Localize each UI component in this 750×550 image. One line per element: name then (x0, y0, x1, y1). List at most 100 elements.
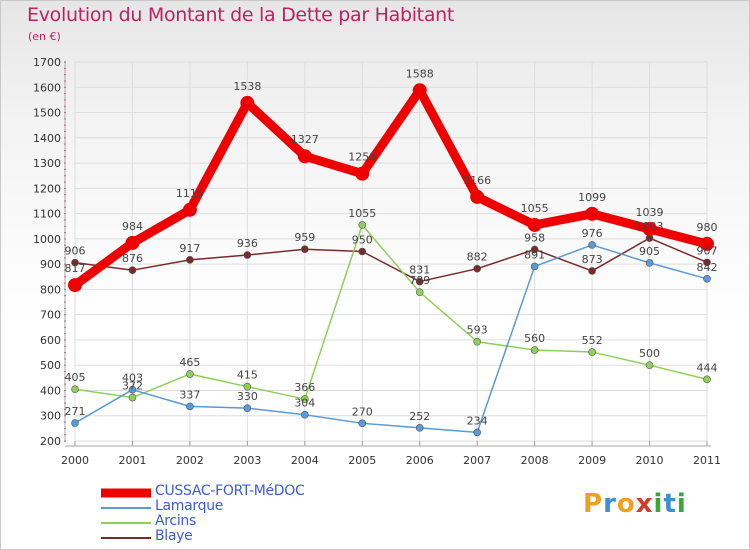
logo-letter: P (583, 489, 604, 519)
y-tick-label: 600 (40, 334, 61, 347)
series-line-lamarque (74, 244, 708, 434)
legend-swatch (101, 488, 151, 497)
data-point (530, 245, 539, 254)
data-point (703, 274, 711, 283)
data-label: 789 (409, 274, 430, 287)
x-tick-label: 2004 (291, 454, 319, 467)
data-label: 330 (237, 390, 258, 403)
data-point (530, 346, 539, 354)
data-label: 403 (122, 372, 143, 385)
y-tick-label: 1100 (33, 208, 61, 221)
data-point (186, 256, 194, 264)
data-point (703, 258, 711, 267)
data-point (301, 245, 309, 254)
y-tick-label: 200 (40, 435, 61, 448)
x-tick-label: 2009 (578, 454, 606, 467)
data-point (243, 404, 252, 412)
axes (64, 61, 711, 447)
data-label: 270 (352, 405, 373, 418)
logo-letter: t (663, 489, 677, 519)
y-tick-label: 1700 (33, 56, 61, 69)
data-point (358, 221, 367, 229)
y-tick-label: 500 (40, 359, 61, 372)
proxiti-logo: Proxiti (583, 489, 687, 519)
data-label: 444 (697, 361, 718, 374)
data-label: 1055 (521, 202, 549, 215)
data-label: 1258 (348, 151, 376, 164)
x-tick-label: 2003 (233, 454, 261, 467)
logo-letter: x (635, 489, 654, 519)
data-label: 891 (524, 248, 545, 261)
data-point (473, 428, 481, 437)
legend-label: Blaye (155, 528, 193, 544)
data-label: 958 (524, 231, 545, 244)
data-point (703, 375, 711, 384)
data-point (415, 277, 424, 286)
series-line-arcins (74, 224, 708, 400)
data-point (645, 361, 654, 370)
x-tick-label: 2007 (463, 454, 491, 467)
y-axis-ticks: 200 300 400 500 600 700 800 900 1000 1100 1200 1300… (33, 56, 61, 448)
data-label: 905 (639, 245, 660, 258)
data-point (71, 258, 79, 267)
data-label: 366 (294, 381, 315, 394)
x-axis-ticks: 2000 2001 2002 2003 2004 2005 2006 2007 2008 2009… (61, 454, 721, 467)
data-label: 552 (582, 334, 603, 347)
data-label: 405 (65, 371, 86, 384)
x-tick-label: 2005 (348, 454, 376, 467)
x-tick-label: 2006 (406, 454, 434, 467)
data-point (527, 217, 542, 232)
data-label: 415 (237, 369, 258, 382)
data-point (415, 424, 424, 432)
data-point (186, 402, 194, 411)
data-label: 976 (582, 227, 603, 240)
legend-swatch (101, 536, 151, 539)
data-label: 1166 (463, 174, 491, 187)
data-point (642, 222, 657, 237)
data-label: 1327 (291, 133, 319, 146)
chart-title: Evolution du Montant de la Dette par Hab… (27, 4, 455, 26)
data-point (182, 202, 197, 217)
data-label: 304 (294, 397, 315, 410)
data-label: 234 (467, 414, 488, 427)
data-label: 980 (697, 221, 718, 234)
data-point (243, 251, 252, 259)
data-point (645, 259, 654, 267)
x-tick-label: 2000 (61, 454, 89, 467)
data-label: 907 (697, 244, 718, 257)
y-tick-label: 1200 (33, 182, 61, 195)
data-point (470, 189, 485, 204)
data-label: 873 (582, 253, 603, 266)
y-tick-label: 1500 (33, 107, 61, 120)
data-label: 876 (122, 252, 143, 265)
data-label: 1538 (233, 80, 261, 93)
logo-letter: r (603, 489, 617, 519)
y-tick-label: 1300 (33, 157, 61, 170)
data-label: 882 (467, 251, 488, 264)
data-labels-layer: 906 876 917 936 959 950 831 882 958 873 1003 907 405… (65, 67, 718, 427)
y-tick-label: 300 (40, 410, 61, 423)
x-tick-label: 2001 (118, 454, 146, 467)
data-point (297, 149, 312, 164)
data-label: 1003 (636, 220, 664, 233)
data-label: 252 (409, 410, 430, 423)
data-label: 271 (65, 405, 86, 418)
data-label: 936 (237, 237, 258, 250)
data-label: 906 (65, 245, 86, 258)
data-point (128, 385, 137, 394)
y-tick-label: 900 (40, 258, 61, 271)
series-layer (68, 83, 714, 437)
data-label: 831 (409, 264, 430, 277)
data-label: 1588 (406, 67, 434, 80)
data-label: 842 (697, 261, 718, 274)
data-point (301, 410, 309, 419)
data-point (412, 83, 427, 98)
data-point (473, 337, 481, 346)
chart-subtitle: (en €) (28, 30, 61, 43)
data-point (71, 385, 79, 394)
data-label: 465 (179, 356, 200, 369)
data-point (588, 348, 596, 356)
data-point (301, 395, 309, 403)
